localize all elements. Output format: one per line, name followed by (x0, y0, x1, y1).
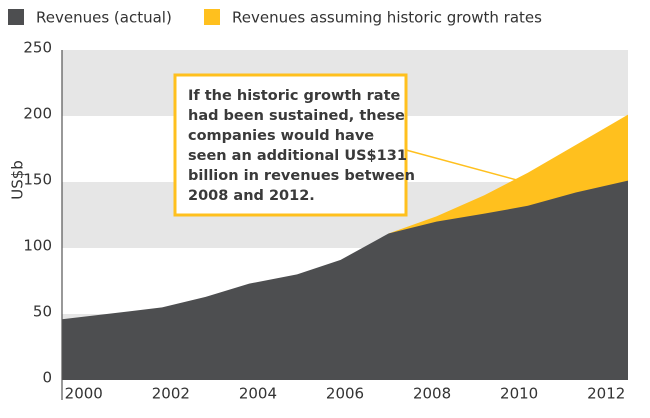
legend-swatch (8, 9, 24, 25)
y-tick-label: 200 (23, 105, 52, 123)
legend-swatch (204, 9, 220, 25)
y-tick-label: 0 (42, 369, 52, 387)
annotation-text: had been sustained, these (188, 108, 405, 124)
y-axis-label: US$b (9, 160, 27, 200)
annotation-text: seen an additional US$131 (188, 148, 407, 164)
x-tick-label: 2008 (413, 385, 451, 403)
area (62, 180, 628, 380)
y-tick-label: 50 (33, 303, 52, 321)
annotation-box (173, 73, 408, 217)
annotation-text: companies would have (188, 128, 374, 144)
x-tick-label: 2002 (152, 385, 190, 403)
legend-label: Revenues (actual) (36, 9, 172, 27)
y-tick-label: 100 (23, 237, 52, 255)
x-tick-label: 2000 (65, 385, 103, 403)
legend-label: Revenues assuming historic growth rates (232, 9, 542, 27)
x-tick-label: 2012 (587, 385, 625, 403)
x-tick-label: 2006 (326, 385, 364, 403)
x-tick-label: 2004 (239, 385, 277, 403)
annotation-text: 2008 and 2012. (188, 188, 315, 204)
y-tick-label: 250 (23, 39, 52, 57)
annotation-text: If the historic growth rate (188, 88, 401, 104)
annotation-leader (405, 149, 529, 184)
annotation-text: billion in revenues between (188, 168, 415, 184)
plot (62, 114, 628, 381)
y-tick-label: 150 (23, 171, 52, 189)
x-tick-label: 2010 (500, 385, 538, 403)
